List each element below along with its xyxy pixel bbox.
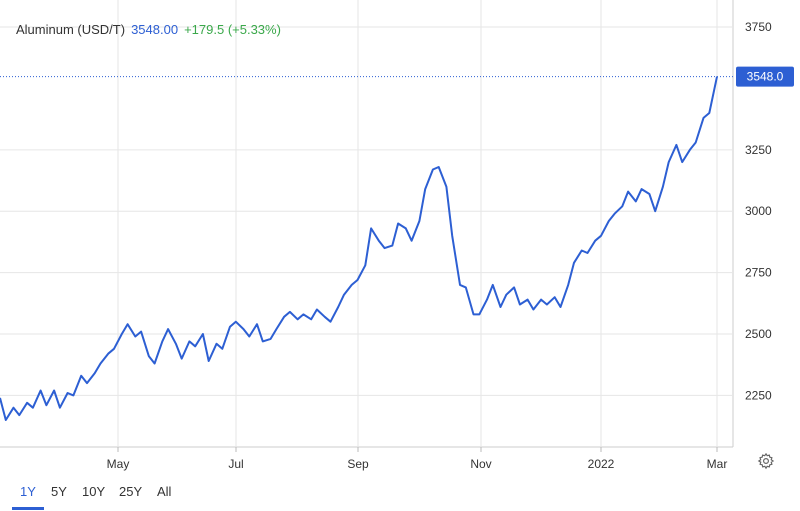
y-tick-label: 2500 xyxy=(745,327,772,341)
range-all-button[interactable]: All xyxy=(157,484,172,499)
range-10y-button[interactable]: 10Y xyxy=(82,484,106,499)
instrument-name: Aluminum (USD/T) xyxy=(16,22,126,37)
y-tick-label: 2750 xyxy=(745,266,772,280)
price-change: +179.5 (+5.33%) xyxy=(184,22,281,37)
range-25y-button[interactable]: 25Y xyxy=(119,484,143,499)
x-tick-label: May xyxy=(107,457,130,471)
x-tick-label: Mar xyxy=(707,457,728,471)
price-tag-label: 3548.0 xyxy=(747,70,784,84)
range-1y-button[interactable]: 1Y xyxy=(20,484,36,499)
y-tick-label: 3000 xyxy=(745,204,772,218)
x-tick-label: 2022 xyxy=(588,457,615,471)
range-selector: 1Y 5Y 10Y 25Y All xyxy=(0,478,800,511)
gear-icon[interactable] xyxy=(757,452,775,470)
range-5y-button[interactable]: 5Y xyxy=(51,484,67,499)
chart-area: May Jul Sep Nov 2022 Mar 2250 2500 2750 3000 3250… xyxy=(0,0,794,471)
price-chart: May Jul Sep Nov 2022 Mar 2250 2500 2750 3000 3250… xyxy=(0,0,794,471)
price-tag-box xyxy=(736,66,794,87)
y-tick-label: 3250 xyxy=(745,143,772,157)
x-tick-label: Nov xyxy=(470,457,491,471)
chart-header: Aluminum (USD/T) 3548.00 +179.5 (+5.33%) xyxy=(16,22,281,37)
x-tick-label: Sep xyxy=(347,457,369,471)
last-price: 3548.00 xyxy=(131,22,179,37)
y-tick-label: 2250 xyxy=(745,388,772,402)
active-range-indicator xyxy=(12,507,44,510)
x-tick-label: Jul xyxy=(228,457,243,471)
y-tick-label: 3750 xyxy=(745,20,772,34)
